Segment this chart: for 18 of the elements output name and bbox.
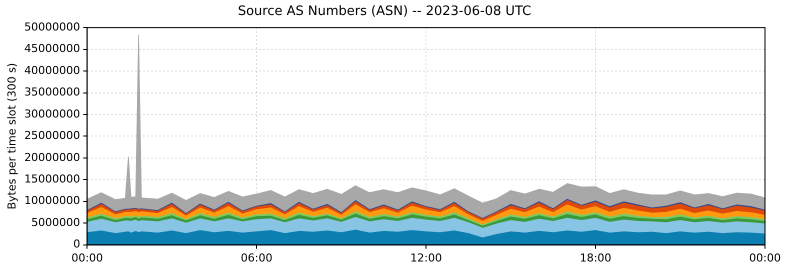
chart-title: Source AS Numbers (ASN) -- 2023-06-08 UTC <box>238 4 532 20</box>
x-tick-label: 00:00 <box>71 251 104 264</box>
y-tick-label: 0 <box>73 238 80 251</box>
x-tick-label: 06:00 <box>240 251 272 264</box>
y-tick-label: 50000000 <box>24 20 80 34</box>
y-tick-label: 45000000 <box>24 42 80 56</box>
x-tick-label: 18:00 <box>580 251 612 264</box>
y-tick-label: 10000000 <box>24 194 80 208</box>
y-tick-label: 40000000 <box>24 64 80 77</box>
y-tick-label: 20000000 <box>24 150 80 164</box>
y-tick-label: 30000000 <box>24 107 80 120</box>
y-tick-label: 25000000 <box>24 129 80 142</box>
y-tick-label: 5000000 <box>31 216 80 229</box>
x-tick-label: 12:00 <box>410 251 442 264</box>
x-tick-label: 00:00 <box>749 251 781 264</box>
y-tick-label: 35000000 <box>24 86 80 99</box>
y-tick-label: 15000000 <box>24 172 80 186</box>
y-axis-title: Bytes per time slot (300 s) <box>5 62 18 210</box>
